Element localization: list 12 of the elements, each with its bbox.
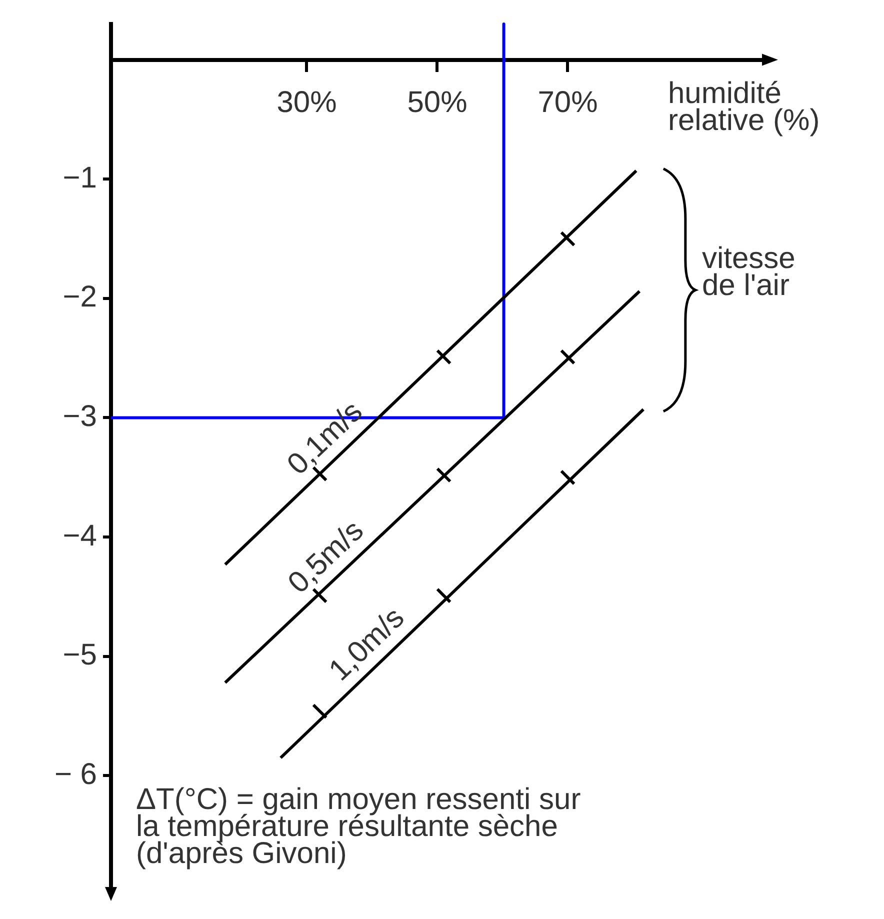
y-tick-label: − 6 [54, 758, 97, 791]
x-tick-label: 70% [538, 86, 598, 120]
y-tick-label: −1 [62, 161, 97, 194]
y-tick-label: −5 [62, 638, 97, 672]
x-tick-label: 50% [407, 86, 468, 120]
annotation: vitesse de l'air [702, 242, 796, 302]
y-tick-label: −3 [62, 400, 97, 434]
y-tick-label: −2 [62, 280, 97, 314]
x-axis-title: humidité relative (%) [668, 77, 821, 137]
x-tick-label: 30% [276, 86, 337, 120]
y-tick-label: −4 [62, 519, 97, 552]
y-axis-title: ΔT(°C) = gain moyen ressenti sur la température résultante sèche (d'après Givoni) [136, 783, 582, 870]
